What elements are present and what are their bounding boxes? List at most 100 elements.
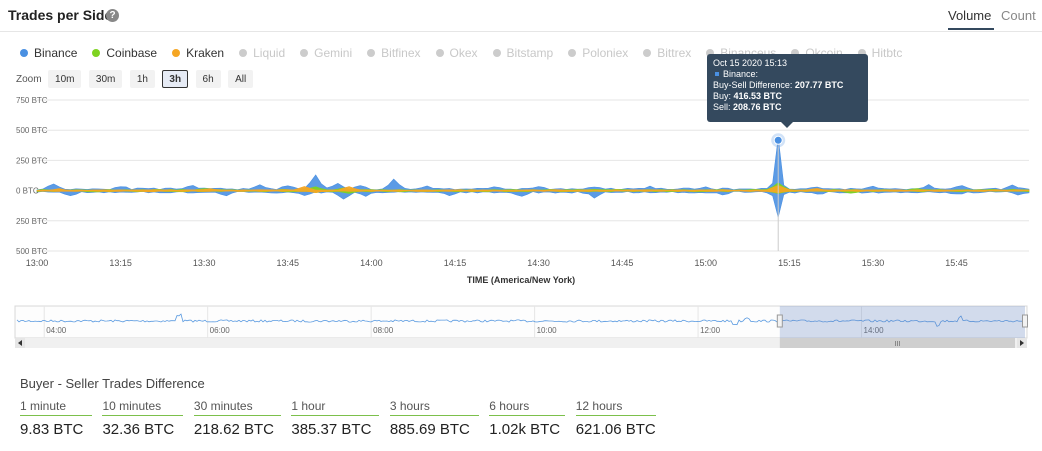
series-area-kraken	[36, 185, 1030, 194]
tooltip-buy: 416.53 BTC	[733, 91, 783, 101]
legend-dot	[435, 49, 444, 57]
tooltip-difference-label: Buy-Sell Difference:	[713, 80, 793, 90]
period-label: 12 hours	[575, 399, 656, 416]
tooltip-sell-label: Sell:	[713, 102, 731, 112]
period-label: 1 minute	[20, 399, 92, 416]
active-tab-underline	[948, 28, 994, 30]
navigator-right-handle[interactable]	[1022, 314, 1028, 328]
legend-dot	[92, 49, 101, 57]
x-tick-label: 13:00	[26, 258, 49, 268]
trades-area-chart[interactable]: 750 BTC 500 BTC 250 BTC 0 BTC 250 BTC 500 BTC…	[0, 96, 1042, 286]
period-value: 1.02k BTC	[489, 421, 561, 438]
legend-dot	[568, 49, 577, 57]
navigator-tick-label: 12:00	[700, 326, 721, 335]
navigator-scrollbar-grip: III	[894, 341, 900, 348]
legend-label: Gemini	[314, 46, 353, 60]
zoom-3h-button[interactable]: 3h	[162, 70, 189, 88]
x-tick-label: 14:30	[527, 258, 550, 268]
panel-title: Trades per Side	[8, 7, 113, 23]
period-value: 9.83 BTC	[20, 421, 84, 438]
x-tick-label: 13:30	[193, 258, 216, 268]
legend-label: Hitbtc	[871, 46, 903, 60]
x-tick-label: 13:45	[277, 258, 300, 268]
zoom-10m-button[interactable]: 10m	[48, 70, 82, 88]
series-area-binance	[36, 137, 1030, 218]
tooltip-series: Binance:	[723, 69, 759, 79]
tooltip-buy-row: Buy: 416.53 BTC	[713, 91, 862, 102]
y-tick-label: 750 BTC	[16, 96, 48, 105]
zoom-all-button[interactable]: All	[228, 70, 254, 88]
tooltip-difference-row: Buy-Sell Difference: 207.77 BTC	[713, 80, 862, 91]
x-axis-title: TIME (America/New York)	[467, 275, 575, 285]
tooltip-sell-row: Sell: 208.76 BTC	[713, 102, 862, 113]
legend-dot	[300, 49, 309, 57]
x-tick-label: 13:15	[109, 258, 132, 268]
legend-label: Binance	[34, 46, 78, 60]
y-tick-label: 250 BTC	[16, 217, 48, 226]
panel-header: Trades per Side ? Volume Count	[0, 0, 1042, 32]
legend-dot	[172, 49, 181, 57]
y-tick-label: 0 BTC	[16, 187, 39, 196]
tooltip-time: Oct 15 2020 15:13	[713, 58, 788, 68]
legend-item-poloniex[interactable]: Poloniex	[568, 46, 628, 60]
chart-tooltip: Oct 15 2020 15:13 Binance: Buy-Sell Diff…	[707, 54, 868, 128]
period-value: 218.62 BTC	[193, 421, 274, 438]
range-navigator[interactable]: 04:00 06:00 08:00 10:00 12:00 14:00 III	[0, 300, 1042, 352]
legend-item-bitstamp[interactable]: Bitstamp	[492, 46, 553, 60]
scroll-right-arrow-icon	[1020, 340, 1024, 346]
legend-item-gemini[interactable]: Gemini	[300, 46, 352, 60]
navigator-tick-label: 08:00	[373, 326, 394, 335]
x-tick-label: 14:00	[360, 258, 383, 268]
tab-volume[interactable]: Volume	[948, 8, 992, 23]
navigator-scrollbar-thumb[interactable]	[779, 338, 1015, 348]
tooltip-difference: 207.77 BTC	[794, 80, 844, 90]
series-areas	[36, 137, 1030, 218]
legend-item-hitbtc[interactable]: Hitbtc	[857, 46, 903, 60]
x-tick-label: 15:00	[694, 258, 717, 268]
period-1-hour: 1 hour 385.37 BTC	[291, 399, 380, 438]
x-tick-label: 15:30	[862, 258, 885, 268]
x-tick-label: 14:45	[611, 258, 634, 268]
legend-label: Okex	[449, 46, 478, 60]
trade-difference-summary: Buyer - Seller Trades Difference 1 minut…	[20, 376, 662, 438]
legend-dot	[239, 49, 248, 57]
legend-item-bittrex[interactable]: Bittrex	[643, 46, 691, 60]
navigator-series-line	[16, 313, 1026, 327]
period-10-minutes: 10 minutes 32.36 BTC	[102, 399, 184, 438]
period-value: 621.06 BTC	[575, 421, 656, 438]
legend-item-coinbase[interactable]: Coinbase	[92, 46, 157, 60]
legend-item-bitfinex[interactable]: Bitfinex	[367, 46, 421, 60]
navigator-tick-label: 10:00	[537, 326, 558, 335]
navigator-selection[interactable]	[779, 306, 1025, 338]
zoom-1h-button[interactable]: 1h	[129, 70, 155, 88]
y-axis-labels: 750 BTC 500 BTC 250 BTC 0 BTC 250 BTC 500 BTC	[16, 96, 48, 256]
period-label: 1 hour	[291, 399, 380, 416]
period-label: 6 hours	[489, 399, 566, 416]
navigator-tick-label: 04:00	[46, 326, 67, 335]
help-icon[interactable]: ?	[106, 9, 119, 22]
legend-item-liquid[interactable]: Liquid	[239, 46, 285, 60]
period-1-minute: 1 minute 9.83 BTC	[20, 399, 92, 438]
legend-item-kraken[interactable]: Kraken	[172, 46, 224, 60]
highlight-point	[773, 135, 783, 145]
legend-label: Kraken	[186, 46, 225, 60]
period-value: 385.37 BTC	[291, 421, 372, 438]
period-12-hours: 12 hours 621.06 BTC	[575, 399, 656, 438]
legend-item-binance[interactable]: Binance	[20, 46, 77, 60]
legend-dot	[492, 49, 501, 57]
legend-label: Coinbase	[106, 46, 158, 60]
legend-label: Poloniex	[582, 46, 629, 60]
navigator-tick-label: 06:00	[210, 326, 231, 335]
period-6-hours: 6 hours 1.02k BTC	[489, 399, 566, 438]
legend-dot	[20, 49, 28, 57]
navigator-left-handle[interactable]	[776, 314, 783, 328]
tab-count[interactable]: Count	[1001, 8, 1036, 23]
zoom-30m-button[interactable]: 30m	[88, 70, 123, 88]
scroll-left-arrow-icon	[18, 340, 22, 346]
period-30-minutes: 30 minutes 218.62 BTC	[193, 399, 281, 438]
zoom-6h-button[interactable]: 6h	[195, 70, 221, 88]
period-value: 885.69 BTC	[389, 421, 470, 438]
zoom-label: Zoom	[16, 73, 42, 85]
legend-item-okex[interactable]: Okex	[435, 46, 478, 60]
navigator-scrollbar-track[interactable]	[15, 338, 1027, 348]
